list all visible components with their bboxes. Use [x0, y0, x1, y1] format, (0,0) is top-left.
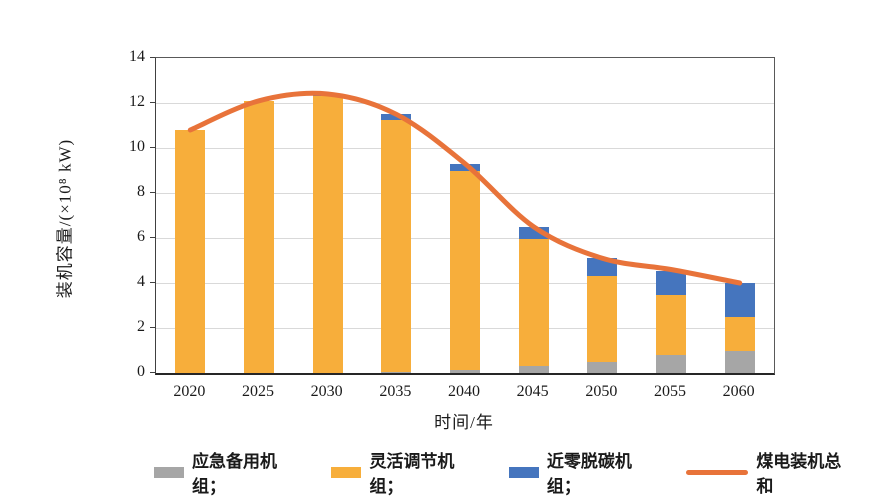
- legend-label: 煤电装机总和: [756, 452, 842, 496]
- legend-swatch-bar-0: [154, 466, 184, 478]
- x-tick-label: 2030: [310, 383, 343, 400]
- y-tick-label: 8: [137, 183, 145, 200]
- x-tick-label: 2045: [516, 383, 549, 400]
- legend-swatch-bar-2: [508, 466, 539, 478]
- x-tick-label: 2055: [654, 383, 686, 400]
- legend-swatch-bar-1: [331, 466, 362, 478]
- gridline: [156, 103, 774, 104]
- x-tick-label: 2035: [379, 383, 412, 400]
- y-tick-label: 10: [129, 138, 145, 155]
- bar-segment: [381, 371, 412, 373]
- bar-segment: [518, 239, 549, 367]
- y-tick-mark: [150, 57, 155, 58]
- bar-segment: [450, 369, 480, 373]
- legend-label: 灵活调节机组；: [369, 452, 455, 496]
- bar-segment: [724, 350, 755, 373]
- bar-segment: [175, 130, 206, 373]
- x-tick-label: 2060: [722, 383, 755, 400]
- x-tick-label: 2050: [585, 383, 618, 400]
- bar-segment: [244, 100, 274, 373]
- legend-item: 煤电装机总和: [686, 447, 850, 497]
- y-tick-label: 12: [129, 93, 145, 110]
- y-axis-title: 装机容量/(×10⁸ kW): [55, 138, 75, 299]
- y-tick-mark: [150, 147, 155, 148]
- legend-swatch-line: [686, 469, 749, 475]
- legend-label: 近零脱碳机组；: [546, 452, 632, 496]
- bar-segment: [656, 270, 686, 296]
- y-tick-label: 4: [137, 273, 145, 290]
- bar-segment: [724, 283, 755, 317]
- plot-area: [155, 57, 775, 375]
- bar-segment: [312, 96, 343, 373]
- y-tick-label: 2: [137, 318, 145, 335]
- bar-segment: [656, 355, 686, 373]
- bar-segment: [518, 366, 549, 373]
- y-tick-mark: [150, 102, 155, 103]
- bar-segment: [587, 276, 618, 362]
- y-tick-mark: [150, 372, 155, 373]
- legend-item: 近零脱碳机组；: [508, 447, 658, 497]
- y-tick-label: 0: [137, 363, 145, 380]
- bar-segment: [381, 119, 412, 372]
- x-tick-label: 2040: [448, 383, 480, 400]
- y-tick-mark: [150, 237, 155, 238]
- y-tick-label: 14: [129, 48, 145, 65]
- y-tick-label: 6: [137, 228, 145, 245]
- total-line-layer: [187, 90, 743, 286]
- y-tick-mark: [150, 327, 155, 328]
- y-tick-mark: [150, 192, 155, 193]
- bar-segment: [450, 163, 480, 171]
- bar-segment: [724, 316, 755, 351]
- legend-item: 灵活调节机组；: [331, 447, 480, 497]
- y-tick-mark: [150, 282, 155, 283]
- x-tick-label: 2020: [173, 383, 206, 400]
- gridline: [156, 148, 774, 149]
- x-tick-label: 2025: [242, 383, 274, 400]
- bar-segment: [450, 170, 480, 370]
- legend: 应急备用机组； 灵活调节机组； 近零脱碳机组； 煤电装机总和: [140, 447, 864, 497]
- bar-segment: [587, 361, 618, 373]
- bar-segment: [656, 295, 686, 355]
- legend-label: 应急备用机组；: [192, 452, 277, 496]
- legend-item: 应急备用机组；: [154, 447, 303, 497]
- total-line: [187, 90, 743, 286]
- x-axis-title: 时间/年: [434, 413, 494, 432]
